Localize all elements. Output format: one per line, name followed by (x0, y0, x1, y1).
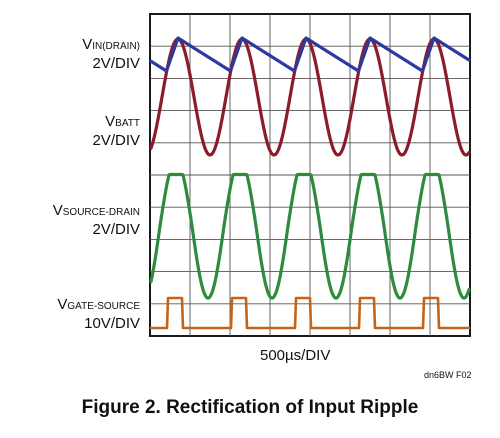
channel-label-vin: VIN(DRAIN) 2V/DIV (82, 36, 140, 72)
channel-label-vgate-source: VGATE-SOURCE 10V/DIV (57, 296, 140, 332)
trace-vin-drain (149, 36, 471, 73)
figure-id: dn6BW F02 (424, 370, 472, 380)
figure-caption: Figure 2. Rectification of Input Ripple (81, 397, 419, 418)
channel-label-vsource-drain: VSOURCE-DRAIN 2V/DIV (52, 202, 140, 238)
trace-vbatt (149, 37, 471, 157)
waveform-traces (149, 36, 471, 330)
trace-vgate-source (149, 296, 471, 330)
trace-vsource-drain (149, 172, 471, 300)
channel-label-vbatt: VBATT 2V/DIV (92, 113, 140, 149)
time-scale-label: 500µs/DIV (260, 347, 331, 364)
